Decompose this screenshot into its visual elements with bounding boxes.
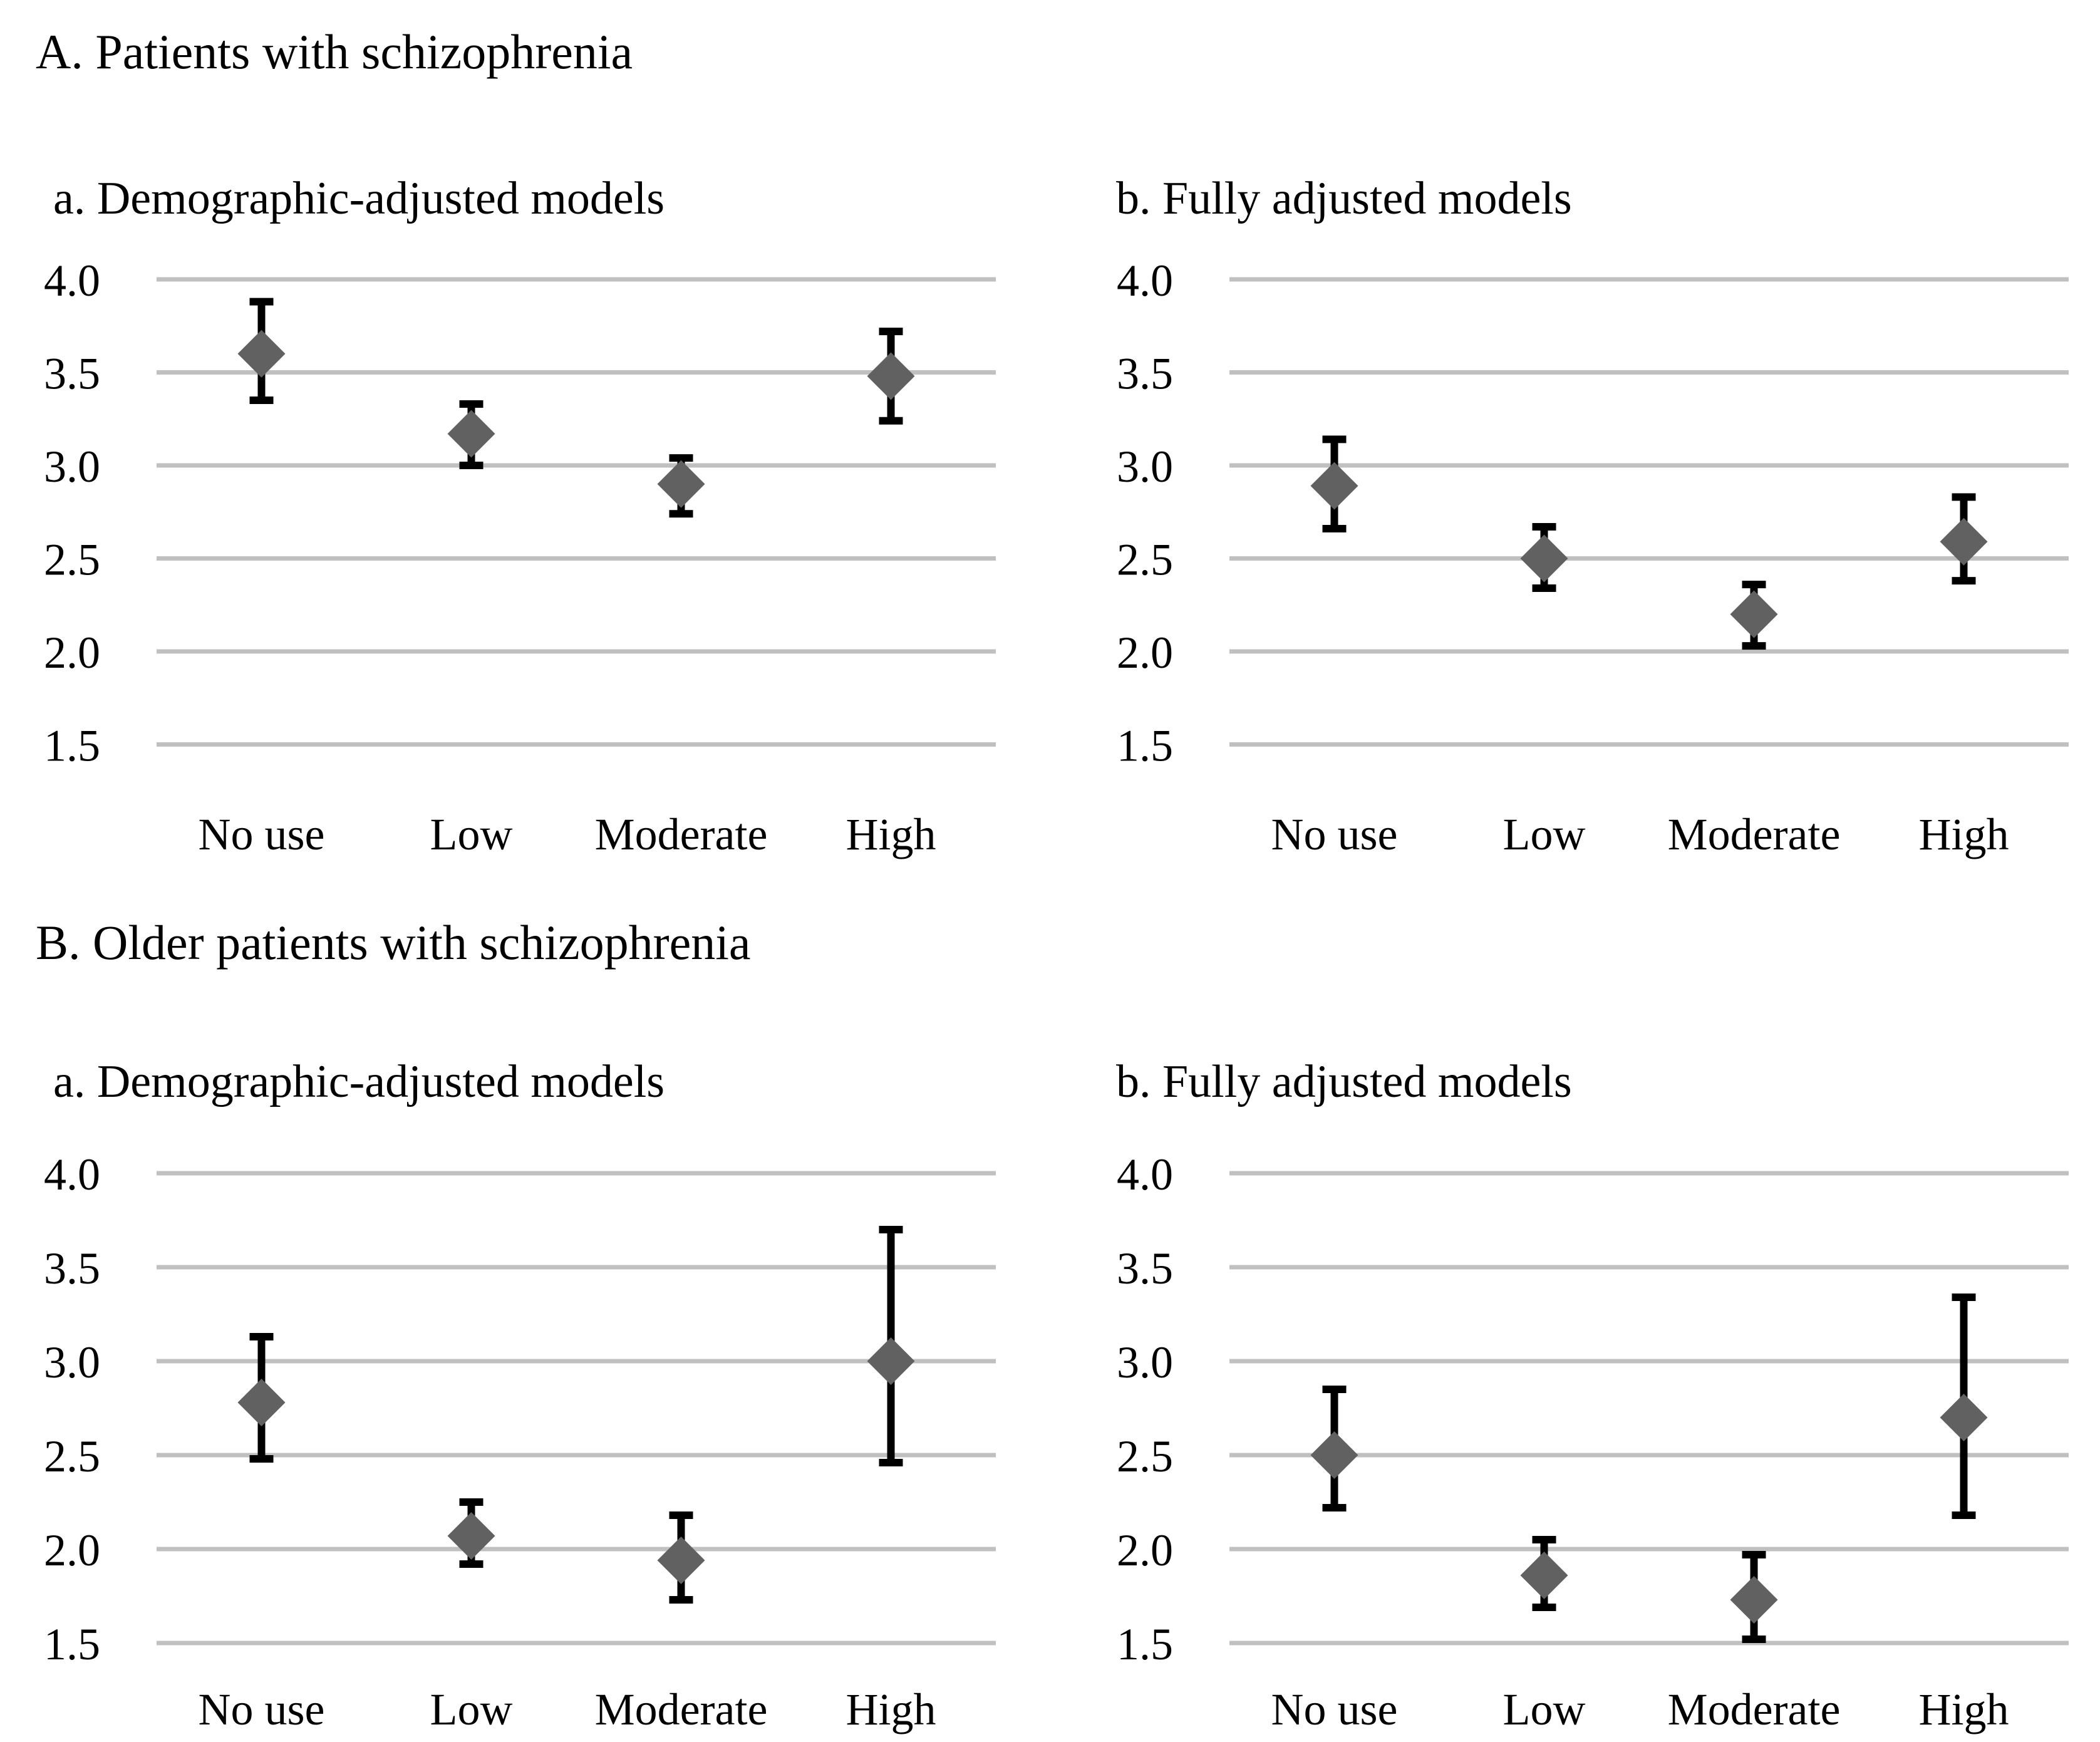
y-tick-label: 2.0: [1117, 628, 1173, 678]
diamond-marker: [867, 1337, 915, 1385]
y-tick-label: 4.0: [1117, 256, 1173, 306]
y-tick-label: 4.0: [44, 1149, 100, 1200]
diamond-marker: [1310, 1431, 1358, 1479]
x-category-label: Moderate: [595, 809, 768, 859]
y-tick-label: 2.5: [1117, 535, 1173, 585]
diamond-marker: [1730, 1576, 1778, 1624]
x-category-label: Low: [430, 1684, 513, 1734]
x-category-label: High: [1919, 809, 2009, 859]
x-category-label: No use: [1271, 1684, 1398, 1734]
diamond-marker: [1940, 1394, 1988, 1441]
diamond-marker: [447, 410, 495, 458]
x-category-label: High: [846, 1684, 936, 1734]
y-tick-label: 3.0: [44, 442, 100, 492]
panel-a-fully-chart: 4.0 3.5 3.0 2.5 2.0 1.5 No use Low Moderate High: [1073, 242, 2100, 874]
panel-b-fully-title: b. Fully adjusted models: [1116, 1056, 1572, 1107]
chart-svg: 4.0 3.5 3.0 2.5 2.0 1.5 No use Low Moderate High: [1117, 1149, 2069, 1734]
y-tick-label: 2.0: [44, 1525, 100, 1575]
x-category-label: No use: [1271, 809, 1398, 859]
y-tick-label: 3.0: [1117, 1337, 1173, 1387]
panel-a-demographic-chart: 4.0 3.5 3.0 2.5 2.0 1.5 No use Low Moderate High: [0, 242, 1027, 874]
y-tick-label: 2.5: [44, 1431, 100, 1481]
chart-svg: 4.0 3.5 3.0 2.5 2.0 1.5 No use Low Moderate High: [1117, 256, 2069, 859]
diamond-marker: [1520, 1552, 1568, 1599]
y-tick-label: 1.5: [44, 1619, 100, 1669]
section-b-title: B. Older patients with schizophrenia: [36, 915, 751, 970]
y-tick-label: 2.0: [1117, 1525, 1173, 1575]
chart-svg: 4.0 3.5 3.0 2.5 2.0 1.5 No use Low Moderate High: [44, 256, 996, 859]
x-category-label: High: [1919, 1684, 2009, 1734]
diamond-marker: [237, 329, 286, 378]
y-tick-label: 1.5: [44, 721, 100, 771]
diamond-marker: [1520, 534, 1568, 583]
x-category-label: Low: [430, 809, 513, 859]
y-tick-label: 4.0: [1117, 1149, 1173, 1200]
x-category-label: High: [846, 809, 936, 859]
panel-a-demographic-title: a. Demographic-adjusted models: [53, 173, 665, 224]
diamond-marker: [447, 1512, 495, 1560]
diamond-marker: [1730, 590, 1778, 638]
diamond-marker: [1940, 517, 1988, 566]
x-category-label: Moderate: [1668, 809, 1841, 859]
panel-b-demographic-chart: 4.0 3.5 3.0 2.5 2.0 1.5 No use Low Moderate High: [0, 1136, 1027, 1742]
y-tick-label: 3.0: [1117, 442, 1173, 492]
diamond-marker: [657, 1537, 705, 1584]
x-category-label: Low: [1503, 1684, 1586, 1734]
x-category-label: No use: [199, 1684, 325, 1734]
diamond-marker: [867, 352, 915, 400]
y-tick-label: 3.5: [44, 349, 100, 399]
y-tick-label: 2.5: [1117, 1431, 1173, 1481]
panel-b-fully-chart: 4.0 3.5 3.0 2.5 2.0 1.5 No use Low Moderate High: [1073, 1136, 2100, 1742]
y-tick-label: 1.5: [1117, 721, 1173, 771]
y-tick-label: 1.5: [1117, 1619, 1173, 1669]
diamond-marker: [657, 460, 705, 508]
y-tick-label: 3.5: [44, 1243, 100, 1294]
x-category-label: No use: [199, 809, 325, 859]
section-a-title: A. Patients with schizophrenia: [36, 24, 633, 79]
y-tick-label: 3.0: [44, 1337, 100, 1387]
panel-a-fully-title: b. Fully adjusted models: [1116, 173, 1572, 224]
chart-svg: 4.0 3.5 3.0 2.5 2.0 1.5 No use Low Moderate High: [44, 1149, 996, 1734]
diamond-marker: [237, 1379, 286, 1426]
y-tick-label: 2.0: [44, 628, 100, 678]
x-category-label: Moderate: [595, 1684, 768, 1734]
y-tick-label: 3.5: [1117, 349, 1173, 399]
y-tick-label: 2.5: [44, 535, 100, 585]
x-category-label: Low: [1503, 809, 1586, 859]
y-tick-label: 3.5: [1117, 1243, 1173, 1294]
y-tick-label: 4.0: [44, 256, 100, 306]
panel-b-demographic-title: a. Demographic-adjusted models: [53, 1056, 665, 1107]
diamond-marker: [1310, 462, 1358, 510]
x-category-label: Moderate: [1668, 1684, 1841, 1734]
